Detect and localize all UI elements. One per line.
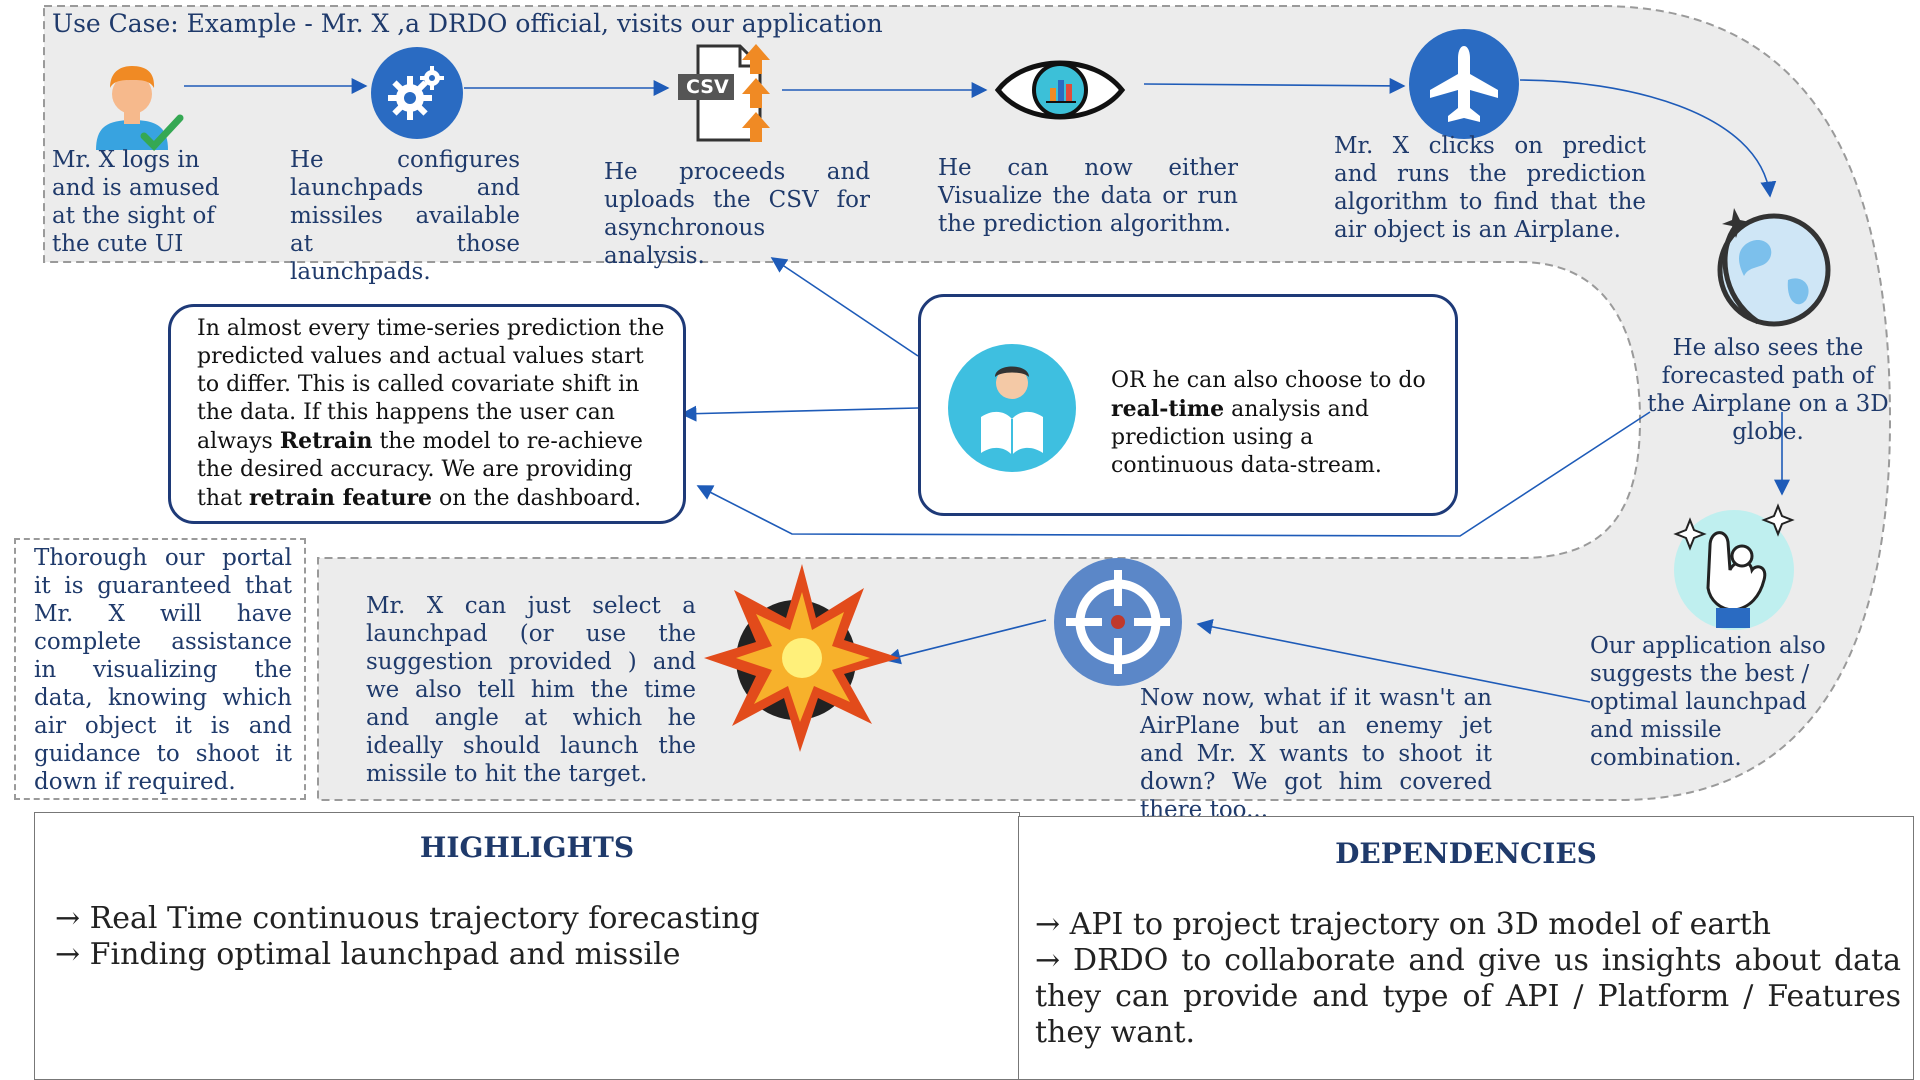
realtime-text-bold: real-time xyxy=(1111,396,1225,422)
step-login-text: Mr. X logs in and is amused at the sight… xyxy=(52,147,220,257)
arrow-globe-retrain xyxy=(696,411,1651,537)
user-check-icon xyxy=(96,66,184,152)
retrain-text-1: In almost every time-series prediction t… xyxy=(197,316,665,454)
dependencies-item: → DRDO to collaborate and give us insigh… xyxy=(1035,943,1901,1050)
highlights-title: HIGHLIGHTS xyxy=(419,831,635,864)
step-predict-icon[interactable] xyxy=(1408,28,1520,140)
highlights-item: → Real Time continuous trajectory foreca… xyxy=(55,901,760,936)
dependencies-title: DEPENDENCIES xyxy=(1335,837,1597,870)
retrain-text-2: the model to re-achieve the desired accu… xyxy=(197,429,643,511)
arrow-realtime-upload xyxy=(770,257,919,357)
realtime-text: OR he can also choose to do real-time an… xyxy=(1111,367,1431,480)
realtime-text-pre: OR he can also choose to do xyxy=(1111,368,1426,393)
step-launch-text: Mr. X can just select a launchpad (or us… xyxy=(366,593,696,787)
retrain-bold-1: Retrain xyxy=(279,428,373,454)
realtime-icon xyxy=(947,343,1077,473)
csv-upload-icon xyxy=(678,44,770,142)
airplane-icon xyxy=(1409,29,1519,139)
step-globe-text: He also sees the forecasted path of the … xyxy=(1647,335,1889,445)
csv-label: CSV xyxy=(686,76,729,98)
reader-icon xyxy=(948,344,1076,472)
globe-plane-icon xyxy=(1717,208,1831,327)
dependencies-panel: DEPENDENCIES → API to project trajectory… xyxy=(1018,816,1914,1080)
step-visualize-icon[interactable] xyxy=(990,44,1130,140)
eye-chart-icon xyxy=(994,60,1126,120)
realtime-text-post: analysis and prediction using a continuo… xyxy=(1111,397,1382,478)
step-target-text: Now now, what if it wasn't an AirPlane b… xyxy=(1140,685,1492,823)
retrain-text-3: on the dashboard. xyxy=(432,486,642,511)
side-note-text: Thorough our portal it is guaranteed tha… xyxy=(34,545,292,795)
retrain-text: In almost every time-series prediction t… xyxy=(197,315,669,513)
step-configure-text: He configures launchpads and missiles av… xyxy=(290,147,520,285)
step-visualize-text: He can now either Visualize the data or … xyxy=(938,155,1238,237)
arrow-predict-globe xyxy=(1519,79,1777,198)
page-title: Use Case: Example - Mr. X ,a DRDO offici… xyxy=(52,9,883,38)
step-suggest-text: Our application also suggests the best /… xyxy=(1590,633,1826,771)
retrain-box: In almost every time-series prediction t… xyxy=(168,304,686,524)
dependencies-item: → API to project trajectory on 3D model … xyxy=(1035,907,1771,942)
explosion-icon xyxy=(704,564,900,752)
step-predict-text: Mr. X clicks on predict and runs the pre… xyxy=(1334,133,1646,243)
step-upload-text: He proceeds and uploads the CSV for asyn… xyxy=(604,159,870,269)
arrow-realtime-retrain xyxy=(680,405,919,422)
highlights-panel: HIGHLIGHTS → Real Time continuous trajec… xyxy=(34,812,1020,1080)
step-configure-icon[interactable] xyxy=(370,46,464,140)
ok-hand-icon xyxy=(1673,503,1795,630)
step-login-icon xyxy=(84,58,184,152)
arrow-visualize-predict xyxy=(1143,77,1406,94)
crosshair-icon xyxy=(1054,558,1182,686)
step-launch-icon xyxy=(704,562,900,752)
arrow-target-launch xyxy=(884,619,1047,665)
step-globe-icon[interactable] xyxy=(1706,204,1836,332)
side-note-box: Thorough our portal it is guaranteed tha… xyxy=(14,538,306,800)
retrain-bold-2: retrain feature xyxy=(248,485,433,511)
step-upload-icon[interactable]: CSV xyxy=(676,40,780,144)
step-suggest-icon[interactable] xyxy=(1660,500,1810,632)
arrow-suggest-target xyxy=(1196,618,1591,703)
highlights-item: → Finding optimal launchpad and missile xyxy=(55,937,681,972)
step-target-icon[interactable] xyxy=(1052,556,1184,688)
gear-icon xyxy=(371,47,463,139)
realtime-box: OR he can also choose to do real-time an… xyxy=(918,294,1458,516)
